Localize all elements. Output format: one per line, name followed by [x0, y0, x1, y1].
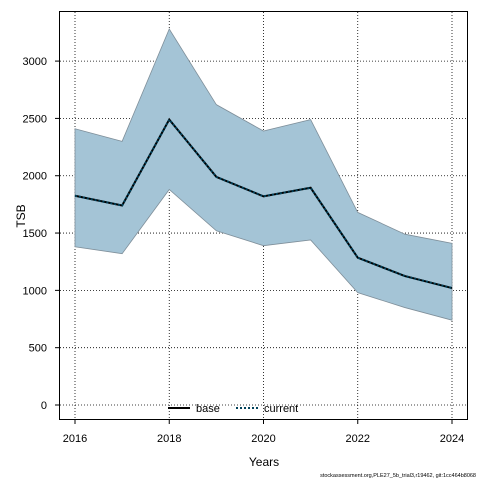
y-tick-label: 500: [29, 343, 47, 355]
x-tick-label: 2016: [63, 433, 87, 445]
legend-label-base: base: [196, 403, 220, 415]
y-tick-label: 3000: [23, 56, 47, 68]
x-tick-label: 2020: [251, 433, 275, 445]
series-line-current: [74, 117, 453, 290]
y-axis-title: TSB: [14, 204, 28, 227]
y-tick-label: 2000: [23, 171, 47, 183]
x-axis: 2016 2018 2020 2022 2024: [63, 419, 464, 445]
legend-label-current: current: [264, 403, 298, 415]
series-lines-layer: [74, 117, 453, 290]
legend: base current: [168, 403, 298, 415]
y-tick-label: 0: [41, 400, 47, 412]
x-axis-title: Years: [249, 455, 279, 469]
y-tick-label: 2500: [23, 113, 47, 125]
footnote: stockassessment.org,PLE27_5b_trial3,r194…: [320, 473, 476, 479]
y-tick-label: 1500: [23, 228, 47, 240]
x-tick-label: 2022: [346, 433, 370, 445]
y-axis: 0 500 1000 1500 2000 2500 3000: [23, 56, 60, 412]
confidence-band-layer: [74, 28, 453, 321]
x-tick-label: 2018: [157, 433, 181, 445]
y-tick-label: 1000: [23, 285, 47, 297]
confidence-band: [74, 28, 453, 321]
x-tick-label: 2024: [440, 433, 464, 445]
